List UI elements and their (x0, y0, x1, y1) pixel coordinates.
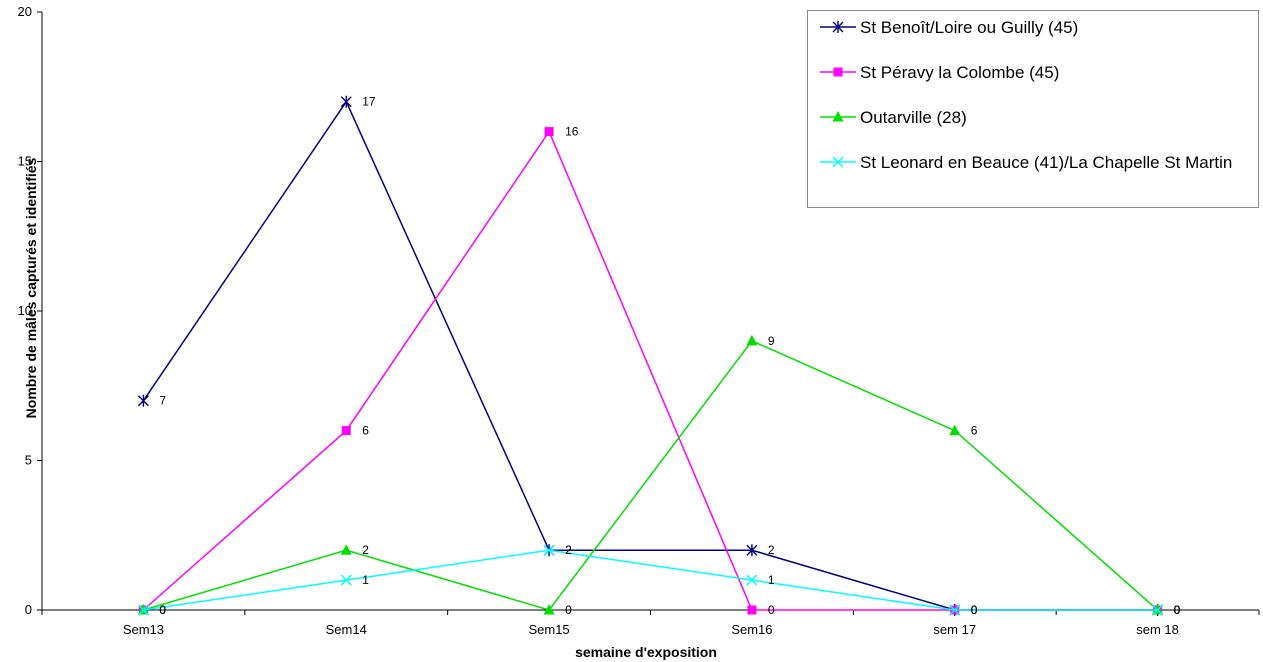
data-point (833, 67, 843, 77)
chart-legend: St Benoît/Loire ou Guilly (45) St Péravy … (807, 10, 1259, 208)
data-label: 0 (159, 603, 166, 617)
data-label: 0 (159, 603, 166, 617)
data-label: 0 (1174, 603, 1181, 617)
data-point (137, 604, 149, 616)
data-point (543, 604, 555, 615)
data-point (746, 574, 758, 586)
x-tick-label: sem 18 (1136, 622, 1179, 637)
x-tick-label: Sem13 (123, 622, 164, 637)
data-point (543, 544, 555, 556)
series-line (143, 339, 1159, 611)
data-label: 0 (971, 603, 978, 617)
data-label: 0 (971, 603, 978, 617)
data-label: 6 (362, 424, 369, 438)
x-tick-label: Sem14 (326, 622, 367, 637)
data-label: 1 (362, 573, 369, 587)
y-tick-label: 0 (25, 602, 32, 617)
legend-label: St Benoît/Loire ou Guilly (45) (860, 18, 1079, 37)
data-label: 0 (768, 603, 775, 617)
legend-symbol (820, 111, 856, 122)
data-point (1152, 604, 1164, 616)
data-point (747, 605, 757, 615)
y-tick-label: 5 (25, 453, 32, 468)
data-label: 2 (565, 543, 572, 557)
series-2 (137, 334, 1164, 615)
data-point (340, 574, 352, 586)
data-label: 0 (971, 603, 978, 617)
legend-label: St Leonard en Beauce (41)/La Chapelle St… (860, 153, 1233, 172)
legend-label: St Péravy la Colombe (45) (860, 63, 1060, 82)
data-point (746, 334, 758, 346)
legend-item: St Benoît/Loire ou Guilly (45) (808, 15, 1258, 39)
data-label: 7 (159, 394, 166, 408)
series-3 (137, 544, 1164, 616)
y-axis-title: Nombre de mâles capturés et identifiés (23, 157, 39, 418)
data-label: 16 (565, 125, 579, 139)
legend-symbol (820, 67, 856, 77)
data-point (544, 127, 554, 137)
data-point (832, 111, 844, 122)
chart-series (137, 95, 1164, 616)
data-label: 2 (768, 543, 775, 557)
data-point (341, 426, 351, 436)
legend-label: Outarville (28) (860, 108, 967, 127)
data-point (340, 544, 352, 555)
y-tick-label: 15 (18, 154, 32, 169)
data-label: 1 (768, 573, 775, 587)
x-tick-label: Sem15 (528, 622, 569, 637)
legend-symbol (820, 156, 856, 168)
data-label: 0 (1174, 603, 1181, 617)
legend-item: Outarville (28) (808, 105, 1258, 129)
data-label: 2 (565, 543, 572, 557)
x-axis-ticks: Sem13 Sem14 Sem15 Sem16 sem 17 sem 18 (41, 610, 1260, 637)
data-label: 9 (768, 334, 775, 348)
data-label: 17 (362, 95, 376, 109)
legend-item: St Leonard en Beauce (41)/La Chapelle St… (808, 150, 1258, 174)
data-point (949, 424, 961, 436)
x-tick-label: Sem16 (731, 622, 772, 637)
data-label: 6 (971, 424, 978, 438)
data-label: 0 (159, 603, 166, 617)
y-tick-label: 10 (18, 303, 32, 318)
data-label: 2 (362, 543, 369, 557)
series-line (143, 549, 1158, 611)
x-tick-label: sem 17 (933, 622, 976, 637)
data-point (832, 156, 844, 168)
legend-symbol (820, 21, 856, 33)
data-point (832, 21, 844, 33)
data-point (949, 604, 961, 616)
y-axis-ticks: 0 5 10 15 20 (18, 4, 42, 617)
data-label: 0 (1174, 603, 1181, 617)
data-point (340, 95, 352, 108)
data-point (137, 394, 149, 407)
x-axis-title: semaine d'exposition (575, 644, 717, 660)
data-label: 0 (1174, 603, 1181, 617)
legend-item: St Péravy la Colombe (45) (808, 60, 1258, 84)
data-label: 0 (565, 603, 572, 617)
y-tick-label: 20 (18, 4, 32, 19)
data-point (746, 544, 758, 557)
